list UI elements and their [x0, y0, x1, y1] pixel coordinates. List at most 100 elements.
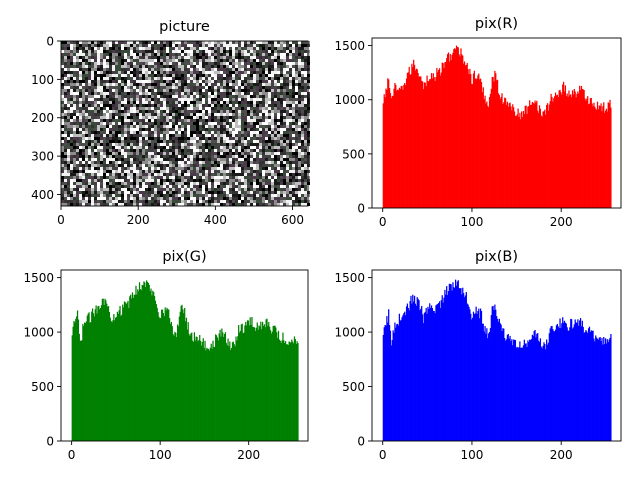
noise-pixel: [214, 179, 217, 182]
noise-pixel: [82, 134, 85, 137]
noise-pixel: [100, 62, 103, 65]
noise-pixel: [181, 101, 184, 104]
noise-pixel: [145, 86, 148, 89]
noise-pixel: [223, 161, 226, 164]
noise-pixel: [241, 62, 244, 65]
noise-pixel: [256, 80, 259, 83]
noise-pixel: [184, 203, 187, 206]
histogram-bar: [581, 88, 583, 208]
noise-pixel: [298, 146, 301, 149]
noise-pixel: [94, 47, 97, 50]
histogram-bar: [566, 93, 568, 208]
noise-pixel: [64, 173, 67, 176]
noise-pixel: [295, 137, 298, 140]
noise-pixel: [148, 164, 151, 167]
noise-pixel: [298, 158, 301, 161]
noise-pixel: [247, 77, 250, 80]
noise-pixel: [145, 77, 148, 80]
noise-pixel: [178, 161, 181, 164]
noise-pixel: [253, 140, 256, 143]
noise-pixel: [154, 68, 157, 71]
noise-pixel: [259, 149, 262, 152]
noise-pixel: [190, 200, 193, 203]
noise-pixel: [280, 53, 283, 56]
noise-pixel: [148, 98, 151, 101]
noise-pixel: [136, 128, 139, 131]
noise-pixel: [220, 155, 223, 158]
noise-pixel: [61, 92, 64, 95]
noise-pixel: [172, 161, 175, 164]
noise-pixel: [121, 188, 124, 191]
noise-pixel: [187, 119, 190, 122]
histogram-bar: [509, 102, 511, 208]
noise-pixel: [280, 179, 283, 182]
noise-pixel: [277, 89, 280, 92]
noise-pixel: [160, 68, 163, 71]
noise-pixel: [181, 191, 184, 194]
noise-pixel: [106, 173, 109, 176]
noise-pixel: [253, 203, 256, 206]
noise-pixel: [238, 41, 241, 44]
noise-pixel: [223, 59, 226, 62]
noise-pixel: [187, 143, 190, 146]
noise-pixel: [85, 167, 88, 170]
noise-pixel: [289, 143, 292, 146]
noise-pixel: [304, 179, 307, 182]
histogram-bars: [382, 45, 612, 209]
noise-pixel: [64, 80, 67, 83]
noise-pixel: [124, 47, 127, 50]
noise-pixel: [154, 185, 157, 188]
noise-pixel: [61, 71, 64, 74]
histogram-bar: [550, 93, 552, 208]
noise-pixel: [226, 161, 229, 164]
noise-pixel: [232, 200, 235, 203]
histogram-bar: [495, 73, 497, 208]
noise-pixel: [109, 98, 112, 101]
noise-pixel: [79, 158, 82, 161]
noise-pixel: [139, 56, 142, 59]
histogram-bar: [424, 82, 426, 208]
noise-pixel: [73, 167, 76, 170]
noise-pixel: [178, 182, 181, 185]
noise-pixel: [286, 149, 289, 152]
noise-pixel: [118, 83, 121, 86]
noise-pixel: [238, 140, 241, 143]
noise-pixel: [274, 125, 277, 128]
noise-pixel: [169, 50, 172, 53]
noise-pixel: [136, 98, 139, 101]
noise-pixel: [304, 119, 307, 122]
noise-pixel: [115, 89, 118, 92]
noise-pixel: [280, 200, 283, 203]
noise-pixel: [139, 197, 142, 200]
noise-pixel: [175, 86, 178, 89]
noise-pixel: [130, 179, 133, 182]
noise-pixel: [202, 122, 205, 125]
noise-pixel: [259, 104, 262, 107]
noise-pixel: [253, 173, 256, 176]
noise-pixel: [166, 50, 169, 53]
noise-pixel: [61, 56, 64, 59]
noise-pixel: [160, 95, 163, 98]
noise-pixel: [106, 122, 109, 125]
noise-pixel: [118, 74, 121, 77]
noise-pixel: [109, 77, 112, 80]
noise-pixel: [88, 158, 91, 161]
noise-pixel: [148, 191, 151, 194]
noise-pixel: [268, 80, 271, 83]
noise-pixel: [247, 101, 250, 104]
noise-pixel: [61, 152, 64, 155]
noise-pixel: [151, 146, 154, 149]
noise-pixel: [73, 158, 76, 161]
noise-pixel: [262, 179, 265, 182]
noise-pixel: [286, 128, 289, 131]
noise-pixel: [220, 164, 223, 167]
noise-pixel: [205, 44, 208, 47]
noise-pixel: [193, 131, 196, 134]
histogram-bar: [519, 112, 521, 208]
noise-pixel: [181, 68, 184, 71]
noise-pixel: [160, 83, 163, 86]
histogram-bar: [152, 290, 154, 441]
noise-pixel: [262, 140, 265, 143]
noise-pixel: [172, 146, 175, 149]
noise-pixel: [178, 56, 181, 59]
